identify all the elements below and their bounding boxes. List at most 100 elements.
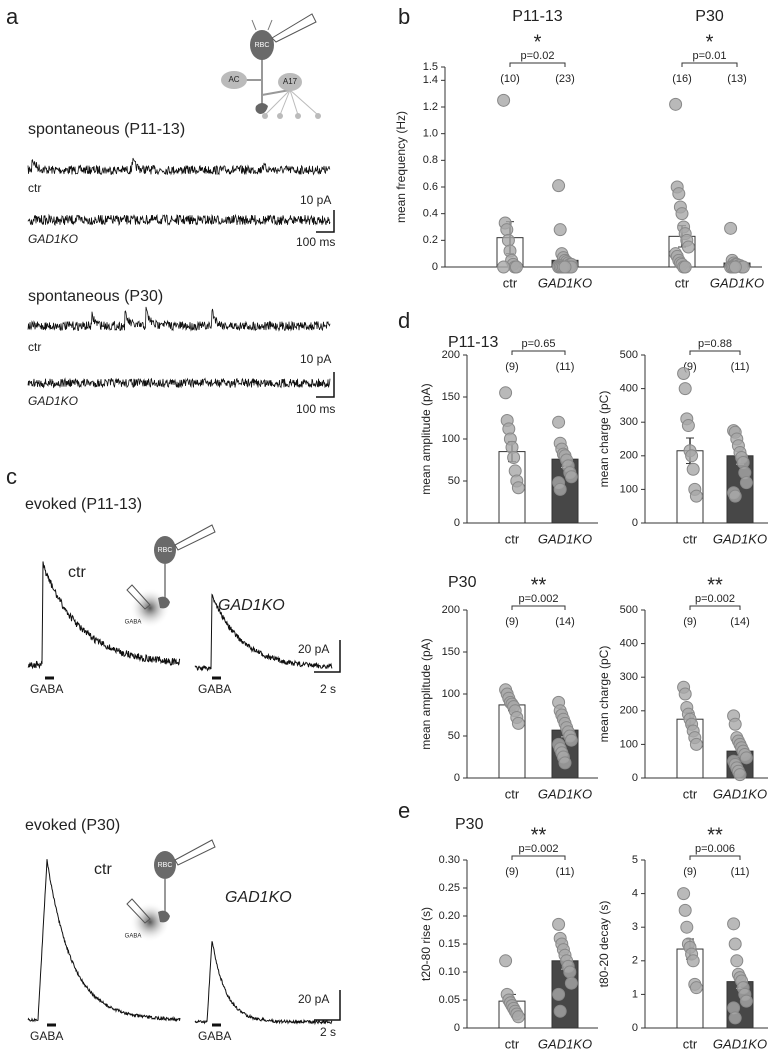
data-point <box>509 260 523 274</box>
chart-title: P30 <box>455 816 484 833</box>
n-label: (23) <box>555 73 575 85</box>
scale-bar <box>316 372 335 398</box>
data-point <box>499 954 513 968</box>
current-trace <box>27 859 181 1023</box>
diagram-label: A17 <box>283 77 298 86</box>
trace-title: evoked (P30) <box>25 817 120 834</box>
y-axis-label: mean charge (pC) <box>597 646 611 743</box>
diagram-label: RBC <box>255 42 270 49</box>
y-tick-label: 4 <box>632 888 638 900</box>
n-label: (10) <box>500 73 520 85</box>
current-trace <box>194 593 333 672</box>
significance: * <box>534 31 542 53</box>
data-point <box>728 260 742 274</box>
n-label: (11) <box>731 361 750 373</box>
data-point <box>739 994 753 1008</box>
y-tick-label: 0.20 <box>439 910 460 922</box>
current-trace <box>194 941 333 1026</box>
scale-label: 10 pA <box>300 193 331 207</box>
data-point <box>728 1011 742 1025</box>
significance: * <box>706 31 714 53</box>
n-label: (14) <box>555 616 575 628</box>
n-label: (9) <box>683 866 696 878</box>
y-tick-label: 1.2 <box>423 101 438 113</box>
panel-label: b <box>398 4 410 29</box>
n-label: (9) <box>505 361 518 373</box>
y-tick-label: 0.2 <box>423 234 438 246</box>
data-point <box>500 223 514 237</box>
p-value: p=0.002 <box>518 593 558 605</box>
trace-label: ctr <box>28 340 41 354</box>
cell-diagram: RBC AC A17 <box>221 13 321 119</box>
x-tick-label: ctr <box>675 275 690 290</box>
x-tick-label: GAD1KO <box>710 275 764 290</box>
x-tick-label: GAD1KO <box>538 275 592 290</box>
data-point <box>564 976 578 990</box>
data-point <box>739 476 753 490</box>
diagram-label: GABA <box>125 620 142 626</box>
data-point <box>728 717 742 731</box>
panel-label: c <box>6 464 17 489</box>
data-point <box>689 981 703 995</box>
y-tick-label: 1.5 <box>423 61 438 73</box>
stimulus-label: GABA <box>198 1029 231 1043</box>
y-tick-label: 0 <box>632 772 638 784</box>
data-point <box>677 366 691 380</box>
data-point <box>558 756 572 770</box>
data-point <box>681 240 695 254</box>
stimulus-label: GABA <box>198 682 231 696</box>
y-tick-label: 0 <box>454 772 460 784</box>
y-tick-label: 0.05 <box>439 994 460 1006</box>
y-tick-label: 0.10 <box>439 966 460 978</box>
y-tick-label: 50 <box>448 475 460 487</box>
y-tick-label: 0.4 <box>423 208 438 220</box>
data-point <box>728 937 742 951</box>
x-tick-label: ctr <box>505 531 520 546</box>
n-label: (11) <box>556 866 575 878</box>
sig-bracket <box>689 855 741 860</box>
sig-bracket <box>689 605 741 610</box>
cell-diagram: RBC GABA <box>125 839 216 942</box>
trace-label: ctr <box>94 861 112 878</box>
data-point <box>511 481 525 495</box>
y-tick-label: 500 <box>620 349 638 361</box>
diagram-label: GABA <box>125 934 142 940</box>
x-tick-label: GAD1KO <box>538 531 592 546</box>
diagram-label: RBC <box>158 862 173 869</box>
current-trace <box>27 157 331 176</box>
data-point <box>728 489 742 503</box>
scale-bar <box>314 990 341 1021</box>
y-tick-label: 150 <box>442 391 460 403</box>
n-label: (9) <box>505 616 518 628</box>
diagram-label: RBC <box>158 547 173 554</box>
scale-label: 20 pA <box>298 642 329 656</box>
panel-label: a <box>6 4 19 29</box>
x-tick-label: ctr <box>683 531 698 546</box>
y-tick-label: 200 <box>620 450 638 462</box>
y-tick-label: 1 <box>632 988 638 1000</box>
y-tick-label: 300 <box>620 416 638 428</box>
scale-bar <box>314 640 341 673</box>
data-point <box>727 917 741 931</box>
y-tick-label: 200 <box>442 604 460 616</box>
diagram-label: AC <box>228 75 239 84</box>
stimulus-label: GABA <box>30 1029 63 1043</box>
data-point <box>497 93 511 107</box>
data-point <box>724 221 738 235</box>
n-label: (11) <box>556 361 575 373</box>
data-point <box>739 751 753 765</box>
scale-label: 10 pA <box>300 352 331 366</box>
data-point <box>733 768 747 782</box>
y-tick-label: 0.15 <box>439 938 460 950</box>
p-value: p=0.65 <box>522 338 556 350</box>
y-tick-label: 500 <box>620 604 638 616</box>
y-tick-label: 100 <box>442 433 460 445</box>
data-point <box>507 450 521 464</box>
chart-title: P30 <box>448 574 477 591</box>
x-tick-label: GAD1KO <box>713 1036 767 1050</box>
p-value: p=0.88 <box>698 338 732 350</box>
x-tick-label: ctr <box>683 1036 698 1050</box>
y-axis-label: mean amplitude (pA) <box>419 638 433 749</box>
sig-bracket <box>689 350 741 355</box>
y-axis-label: mean charge (pC) <box>597 391 611 488</box>
